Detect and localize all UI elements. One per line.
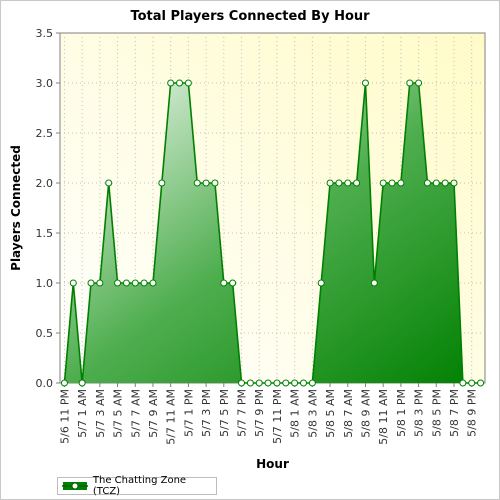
data-point [229,279,237,287]
x-tick-label: 5/7 5 PM [218,389,231,437]
data-point [432,179,440,187]
y-tick-label: 2.5 [36,127,54,140]
x-tick-label: 5/8 7 PM [448,389,461,437]
data-point [193,179,201,187]
x-tick-label: 5/8 1 AM [289,389,302,438]
data-point [184,79,192,87]
y-tick-label: 3.5 [36,27,54,40]
data-point [299,379,307,387]
data-point [87,279,95,287]
data-point [202,179,210,187]
data-point [176,79,184,87]
data-point [149,279,157,287]
data-point [326,179,334,187]
data-point [264,379,272,387]
data-point [379,179,387,187]
legend: The Chatting Zone (TCZ) [57,475,217,497]
x-tick-label: 5/8 3 PM [413,389,426,437]
data-point [308,379,316,387]
legend-label: The Chatting Zone (TCZ) [92,475,187,497]
x-tick-label: 5/8 5 PM [430,389,443,437]
data-point [105,179,113,187]
x-tick-label: 5/7 3 PM [200,389,213,437]
data-point [131,279,139,287]
data-point [96,279,104,287]
x-tick-label: 5/7 3 AM [94,389,107,438]
data-point [122,279,130,287]
data-point [167,79,175,87]
data-point [78,379,86,387]
data-point [388,179,396,187]
data-point [140,279,148,287]
chart-title: Total Players Connected By Hour [130,9,370,24]
data-point [423,179,431,187]
data-point [282,379,290,387]
x-tick-label: 5/8 7 AM [342,389,355,438]
x-tick-label: 5/8 9 PM [466,389,479,437]
data-point [441,179,449,187]
x-tick-label: 5/7 11 AM [165,389,178,445]
y-tick-label: 2.0 [36,177,54,190]
x-tick-label: 5/7 9 AM [147,389,160,438]
y-tick-label: 0.0 [36,377,54,390]
data-point [211,179,219,187]
data-point [291,379,299,387]
x-tick-label: 5/8 1 PM [395,389,408,437]
data-point [361,79,369,87]
data-point [459,379,467,387]
y-tick-label: 1.0 [36,277,54,290]
y-tick-label: 0.5 [36,327,54,340]
y-tick-label: 1.5 [36,227,54,240]
data-point [114,279,122,287]
x-tick-label: 5/7 7 AM [129,389,142,438]
data-point [344,179,352,187]
data-point [317,279,325,287]
x-tick-label: 5/8 3 AM [306,389,319,438]
data-point [477,379,485,387]
data-point [69,279,77,287]
x-tick-label: 5/7 1 PM [182,389,195,437]
legend-swatch-icon [62,482,88,490]
x-tick-label: 5/7 5 AM [112,389,125,438]
data-point [397,179,405,187]
data-point [60,379,68,387]
data-point [370,279,378,287]
x-tick-label: 5/7 1 AM [76,389,89,438]
data-point [246,379,254,387]
data-point [255,379,263,387]
data-point [406,79,414,87]
x-tick-label: 5/8 9 AM [359,389,372,438]
x-tick-label: 5/7 11 PM [271,389,284,444]
x-tick-label: 5/8 5 AM [324,389,337,438]
x-axis-label: Hour [256,457,289,471]
data-point [353,179,361,187]
data-point [468,379,476,387]
x-tick-label: 5/8 11 AM [377,389,390,445]
series-area [64,83,481,383]
x-tick-label: 5/7 7 PM [236,389,249,437]
x-tick-label: 5/7 9 PM [253,389,266,437]
y-tick-label: 3.0 [36,77,54,90]
data-point [450,179,458,187]
data-point [273,379,281,387]
data-point [220,279,228,287]
data-point [335,179,343,187]
data-point [415,79,423,87]
data-point [158,179,166,187]
data-point [238,379,246,387]
x-tick-label: 5/6 11 PM [58,389,71,444]
